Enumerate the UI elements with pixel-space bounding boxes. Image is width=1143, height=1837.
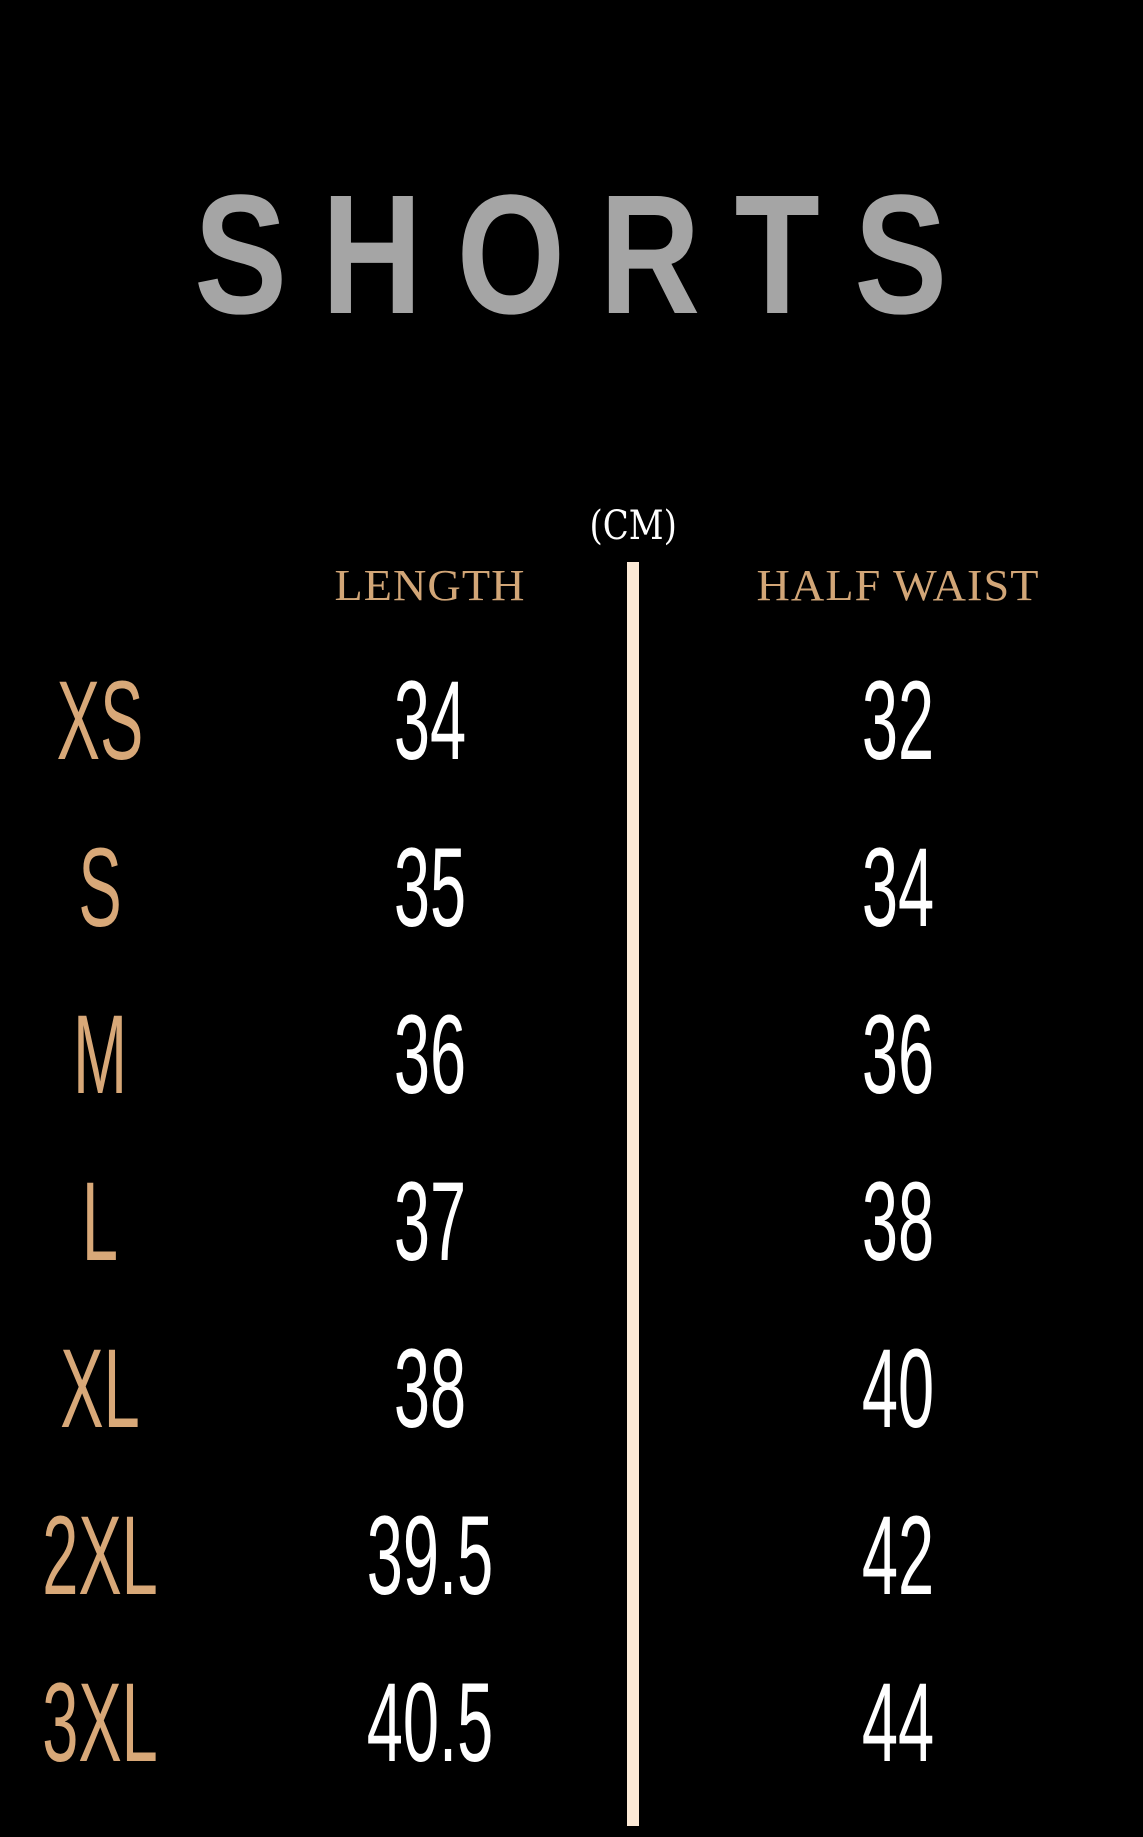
half-waist-value: 42 [861, 1493, 935, 1618]
length-value: 37 [393, 1159, 467, 1284]
length-value: 38 [393, 1326, 467, 1451]
half-waist-value: 32 [861, 658, 935, 783]
size-label: 2XL [42, 1493, 158, 1618]
length-value: 35 [393, 825, 467, 950]
length-value: 39.5 [366, 1493, 494, 1618]
size-label: L [81, 1159, 119, 1284]
half-waist-value: 36 [861, 992, 935, 1117]
half-waist-value: 40 [861, 1326, 935, 1451]
half-waist-value: 38 [861, 1159, 935, 1284]
half-waist-value: 44 [861, 1660, 935, 1785]
column-header-half-waist: HALF WAIST [756, 561, 1040, 610]
half-waist-value: 34 [861, 825, 935, 950]
length-value: 34 [393, 658, 467, 783]
length-value: 36 [393, 992, 467, 1117]
size-label: S [78, 825, 122, 950]
column-divider [627, 562, 639, 1826]
unit-label: (CM) [589, 503, 677, 549]
size-label: XL [60, 1326, 140, 1451]
length-value: 40.5 [366, 1660, 494, 1785]
size-label: M [72, 992, 128, 1117]
size-label: 3XL [42, 1660, 158, 1785]
size-label: XS [56, 658, 144, 783]
page-title: SHORTS [194, 160, 982, 350]
column-header-length: LENGTH [334, 561, 526, 610]
